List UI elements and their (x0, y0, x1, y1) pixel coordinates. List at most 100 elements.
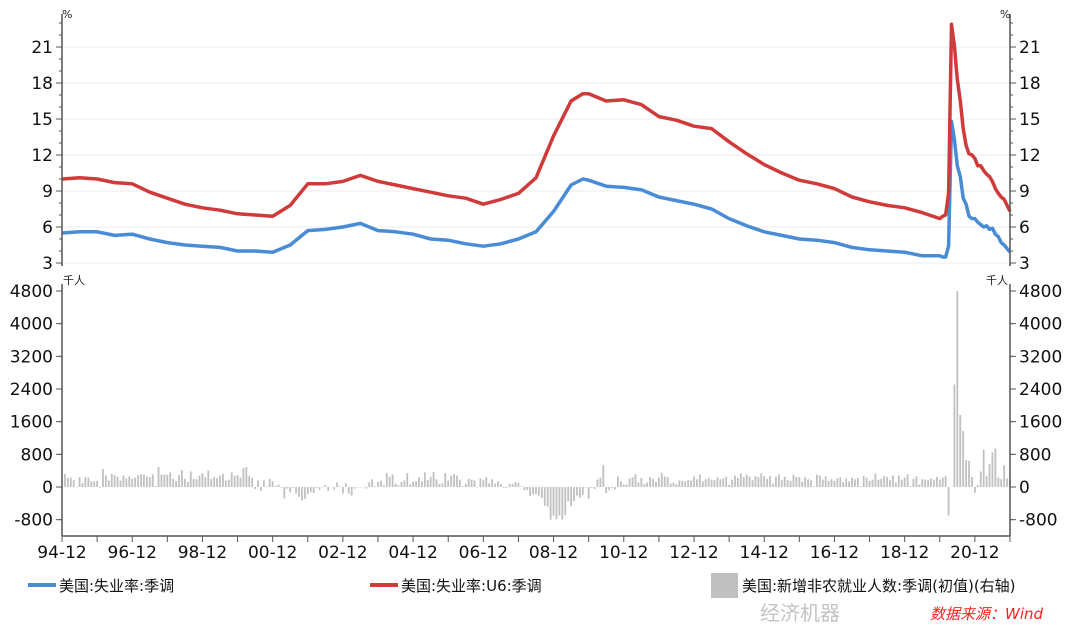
payroll-bar (397, 485, 400, 487)
y-tick-label-right: 9 (1019, 182, 1030, 202)
payroll-bar (418, 477, 420, 487)
payroll-bar (757, 477, 760, 487)
payroll-bar (365, 487, 368, 489)
payroll-bar (81, 483, 84, 487)
y-tick-label-left: 15 (31, 110, 53, 130)
rate-lines (61, 22, 1012, 259)
payroll-bar (175, 480, 178, 487)
payroll-bar (956, 291, 959, 487)
y-tick-label-left: 800 (21, 445, 53, 465)
payroll-bar (874, 473, 877, 487)
payroll-bar (438, 484, 441, 487)
payroll-bar (280, 487, 283, 488)
payroll-bar (216, 478, 218, 487)
y-tick-label-left: 2400 (10, 380, 53, 400)
payroll-bar (435, 479, 438, 487)
payroll-bar (374, 486, 376, 488)
payroll-bar (292, 487, 295, 488)
payroll-bar (546, 487, 549, 507)
payroll-bar (400, 482, 403, 487)
payroll-bar (248, 475, 251, 487)
payroll-bar (336, 482, 338, 487)
payroll-bar (210, 479, 213, 487)
y-tick-label-left: 4800 (10, 282, 53, 302)
payroll-bar (476, 487, 479, 488)
y-tick-label-left: 12 (31, 146, 53, 166)
payroll-bar (994, 448, 997, 487)
payroll-bar (394, 483, 397, 487)
payroll-bar (227, 479, 230, 487)
payroll-bar (889, 480, 891, 487)
y-tick-label-right: 18 (1019, 74, 1041, 94)
bottom-right-unit: 千人 (986, 274, 1008, 287)
payroll-bar (660, 472, 663, 487)
data-source: 数据来源：Wind (930, 605, 1044, 623)
payroll-bar (868, 480, 871, 487)
payroll-bar (403, 480, 406, 487)
payroll-bar (479, 478, 482, 487)
payroll-bar (64, 473, 66, 487)
x-tick-label: 20-12 (950, 543, 999, 563)
payroll-bar (347, 487, 350, 494)
payroll-bar (84, 477, 87, 487)
payroll-bar (75, 487, 78, 488)
payroll-bar (731, 479, 733, 487)
payroll-bar (344, 483, 347, 487)
payroll-bar (459, 479, 461, 487)
payroll-bar (359, 487, 362, 488)
payroll-bar (154, 486, 157, 487)
payroll-bar (728, 484, 731, 487)
payroll-bar (854, 479, 856, 487)
payroll-bar (529, 487, 532, 496)
payroll-bar (836, 478, 839, 487)
payroll-bar (119, 480, 122, 487)
y-tick-label-right: 3 (1019, 254, 1030, 274)
payroll-bar (298, 487, 300, 497)
payroll-bar (906, 474, 909, 487)
payroll-bar (625, 484, 628, 487)
payroll-bar (426, 480, 429, 487)
payroll-bar (617, 476, 619, 487)
y-tick-label-right: 4000 (1019, 315, 1062, 335)
payroll-bar (318, 487, 321, 490)
payroll-bar (122, 475, 125, 487)
legend-label-payrolls: 美国:新增非农就业人数:季调(初值)(右轴) (742, 577, 1016, 595)
payroll-bar (186, 481, 189, 487)
payroll-bar (423, 472, 426, 487)
payroll-bar (96, 480, 99, 487)
payroll-bar (614, 487, 616, 490)
payroll-bar (66, 478, 69, 487)
payroll-bar (447, 480, 450, 487)
payroll-bar (880, 478, 883, 487)
payroll-bar (134, 477, 137, 487)
payroll-bar (687, 480, 690, 487)
payroll-bar (856, 478, 859, 487)
payroll-bar (938, 479, 941, 487)
payroll-bar (341, 487, 344, 494)
payroll-bar (441, 483, 444, 487)
payroll-bar (605, 487, 608, 494)
top-right-unit: % (1000, 8, 1010, 21)
payroll-bar (470, 479, 473, 487)
payroll-bar (1003, 465, 1006, 487)
payroll-bar (988, 464, 991, 487)
payroll-bar (102, 469, 104, 487)
payroll-bar (104, 475, 107, 487)
y-tick-label-right: -800 (1019, 511, 1058, 531)
payroll-bar (669, 483, 672, 487)
payroll-bar (596, 479, 599, 487)
payroll-bar (751, 480, 754, 487)
payroll-bar (157, 466, 160, 487)
payroll-bar (254, 487, 257, 490)
y-tick-label-left: 21 (31, 38, 53, 58)
payroll-bar (713, 480, 716, 487)
payroll-bar (99, 487, 101, 488)
payroll-bar (406, 473, 409, 487)
payroll-bar (239, 477, 242, 487)
payroll-bar (1000, 479, 1003, 487)
legend-label-u6: 美国:失业率:U6:季调 (401, 577, 542, 595)
payroll-bar (204, 477, 207, 487)
payroll-bar (777, 474, 780, 487)
y-tick-label-right: 800 (1019, 445, 1051, 465)
y-tick-label-left: 0 (42, 478, 53, 498)
